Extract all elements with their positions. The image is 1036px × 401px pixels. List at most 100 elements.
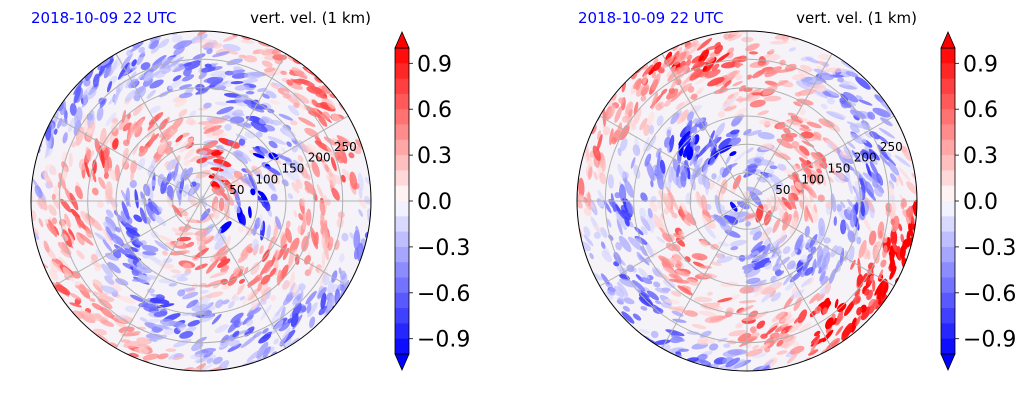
- field-patch: [340, 174, 346, 183]
- field-patch: [835, 170, 845, 180]
- field-patch: [619, 124, 630, 141]
- field-patch: [694, 77, 708, 85]
- field-patch: [153, 311, 168, 317]
- field-patch: [92, 172, 97, 183]
- field-patch: [91, 187, 99, 196]
- field-patch: [640, 277, 653, 285]
- field-patch: [306, 143, 321, 157]
- field-patch: [122, 122, 132, 132]
- field-patch: [744, 268, 761, 278]
- field-patch: [265, 90, 277, 99]
- field-patch: [260, 274, 271, 285]
- field-patch: [670, 112, 680, 125]
- field-patch: [621, 209, 631, 221]
- field-patch: [614, 192, 621, 199]
- field-patch: [882, 282, 888, 300]
- field-patch: [623, 297, 635, 305]
- field-patch: [608, 287, 616, 295]
- field-patch: [103, 65, 113, 79]
- field-patch: [183, 62, 192, 67]
- field-patch: [810, 335, 820, 344]
- field-patch: [744, 213, 758, 219]
- field-patch: [331, 113, 341, 123]
- field-patch: [725, 357, 741, 368]
- field-patch: [120, 210, 127, 224]
- field-patch: [723, 343, 731, 348]
- field-patch: [222, 299, 230, 305]
- field-patch: [129, 123, 137, 132]
- field-patch: [700, 194, 708, 213]
- field-patch: [664, 298, 680, 305]
- field-patch: [303, 255, 312, 265]
- panel-1-rtick-50: 50: [229, 183, 244, 197]
- field-patch: [860, 200, 865, 217]
- field-patch: [650, 179, 654, 188]
- panel-2-cbtick-0.6: 0.6: [963, 98, 998, 123]
- field-patch: [714, 122, 726, 138]
- field-patch: [839, 97, 847, 104]
- field-patch: [716, 189, 724, 202]
- field-patch: [157, 234, 176, 244]
- field-patch: [270, 83, 279, 90]
- field-patch: [676, 164, 681, 178]
- field-patch: [683, 310, 698, 317]
- colorbar-extend-low: [394, 353, 410, 371]
- field-patch: [800, 124, 810, 129]
- field-patch: [180, 168, 187, 182]
- field-patch: [149, 79, 164, 89]
- field-patch: [844, 221, 851, 233]
- field-patch: [58, 172, 66, 190]
- field-patch: [43, 240, 50, 253]
- panel-2-cbtick-neg-0.6: −0.6: [963, 282, 1016, 307]
- colorbar-extend-high: [394, 31, 410, 49]
- field-patch: [622, 198, 628, 212]
- field-patch: [848, 245, 855, 263]
- field-patch: [248, 172, 258, 191]
- field-patch: [642, 64, 654, 78]
- field-patch: [98, 176, 106, 190]
- field-patch: [746, 156, 765, 164]
- grid-spoke-150: [599, 115, 748, 202]
- panel-2-cbtick-0.0: 0.0: [963, 190, 998, 215]
- field-patch: [234, 204, 241, 214]
- field-patch: [138, 145, 149, 157]
- colorbar-segment: [395, 338, 409, 355]
- field-patch: [89, 216, 103, 231]
- field-patch: [698, 121, 706, 130]
- field-patch: [704, 224, 716, 239]
- field-patch: [608, 104, 616, 119]
- field-patch: [600, 227, 608, 238]
- field-patch: [242, 291, 254, 305]
- field-patch: [266, 224, 271, 242]
- field-patch: [609, 128, 614, 146]
- field-patch: [814, 330, 821, 337]
- field-patch: [583, 226, 591, 237]
- field-patch: [661, 55, 675, 69]
- field-patch: [656, 236, 666, 244]
- field-patch: [53, 225, 60, 236]
- field-patch: [676, 111, 688, 125]
- field-patch: [199, 213, 215, 224]
- field-patch: [179, 137, 194, 153]
- field-patch: [338, 147, 348, 164]
- colorbar-segment: [395, 109, 409, 125]
- field-patch: [863, 216, 872, 234]
- field-patch: [250, 262, 260, 275]
- field-patch: [246, 319, 254, 327]
- field-patch: [182, 262, 192, 270]
- field-patch: [793, 316, 801, 324]
- field-patch: [724, 70, 741, 79]
- field-patch: [868, 230, 877, 246]
- field-patch: [658, 255, 675, 268]
- field-patch: [760, 227, 771, 242]
- field-patch: [44, 164, 49, 182]
- field-patch: [99, 127, 107, 147]
- field-patch: [183, 67, 192, 77]
- field-patch: [840, 201, 846, 209]
- field-patch: [813, 203, 818, 214]
- field-patch: [898, 167, 911, 182]
- field-patch: [828, 268, 836, 285]
- field-patch: [264, 200, 271, 212]
- panel-2-date-label: 2018-10-09 22 UTC: [578, 9, 724, 27]
- field-patch: [690, 135, 696, 147]
